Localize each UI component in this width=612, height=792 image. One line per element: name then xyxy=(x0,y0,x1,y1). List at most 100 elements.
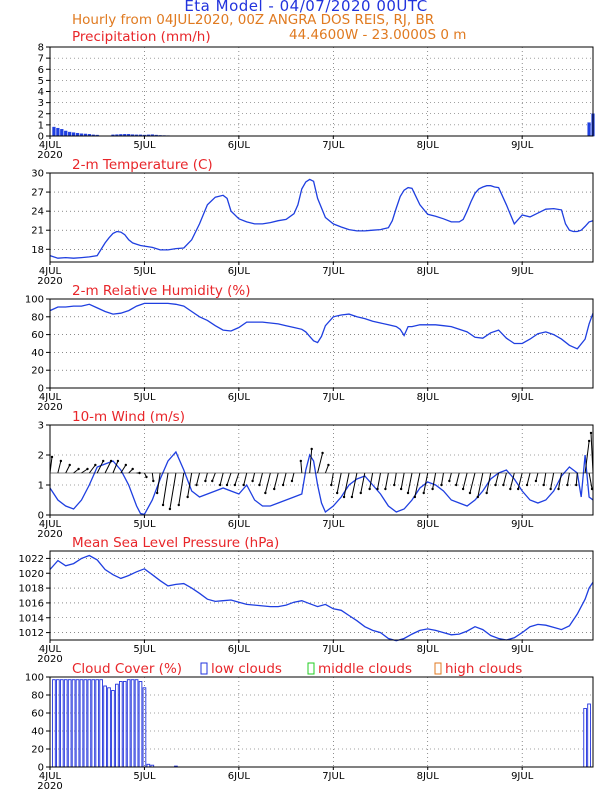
wind-vector-head xyxy=(485,491,488,495)
wind-vector xyxy=(324,464,329,474)
wind-vector xyxy=(448,472,452,482)
wind-vector xyxy=(543,472,547,486)
y-tick-label: 30 xyxy=(31,169,44,180)
wind-vector xyxy=(469,472,476,494)
cloud-bar-low-clouds xyxy=(126,679,131,768)
panel-frame xyxy=(49,172,594,263)
panel-title: 2-m Temperature (C) xyxy=(72,157,213,173)
wind-vector xyxy=(517,472,523,490)
y-tick-label: 0 xyxy=(38,384,44,395)
wind-vector-head xyxy=(566,483,569,487)
y-tick-label: 1 xyxy=(38,481,44,492)
wind-vector-head xyxy=(152,479,155,483)
wind-vector-head xyxy=(587,439,591,443)
wind-vector xyxy=(393,472,397,486)
x-tick-label: 6JUL xyxy=(228,392,251,403)
wind-vector-head xyxy=(50,455,54,459)
wind-vector-head xyxy=(509,487,512,491)
x-tick-label: 4JUL xyxy=(39,392,62,403)
wind-vector-head xyxy=(534,479,538,483)
wind-vector-head xyxy=(155,491,159,495)
wind-vector xyxy=(156,472,161,494)
wind-vector-head xyxy=(109,459,113,463)
y-tick-label: 8 xyxy=(38,43,44,54)
y-tick-label: 60 xyxy=(31,709,44,720)
wind-vector xyxy=(566,472,570,486)
cloud-bar-low-clouds xyxy=(52,679,56,768)
y-tick-label: 40 xyxy=(31,348,44,359)
wind-vector-head xyxy=(186,495,189,499)
precip-bar xyxy=(56,127,60,137)
y-tick-label: 3 xyxy=(38,98,44,109)
x-tick-label: 9JUL xyxy=(511,771,534,782)
wind-vector xyxy=(120,464,127,474)
cloud-bar-low-clouds xyxy=(79,679,84,768)
y-tick-label: 18 xyxy=(31,245,44,256)
wind-vector-head xyxy=(557,487,560,491)
y-tick-label: 3 xyxy=(38,421,44,432)
wind-vector xyxy=(360,472,366,494)
cloud-bar-low-clouds xyxy=(87,679,92,768)
x-tick-label: 7JUL xyxy=(322,140,345,151)
cloud-bar-low-clouds xyxy=(134,679,139,768)
wind-vector xyxy=(234,472,240,486)
wind-vector-head xyxy=(86,467,89,471)
y-tick-label: 100 xyxy=(25,673,44,684)
y-tick-label: 21 xyxy=(31,226,44,237)
y-tick-label: 0 xyxy=(38,132,44,143)
wind-vector xyxy=(414,472,421,498)
legend-label-middle-clouds: middle clouds xyxy=(318,661,412,677)
wind-vector-head xyxy=(218,483,222,487)
legend-label-low-clouds: low clouds xyxy=(211,661,282,677)
wind-vector-head xyxy=(399,487,403,491)
wind-vector xyxy=(112,460,119,474)
y-tick-label: 80 xyxy=(31,312,44,323)
cloud-bar-low-clouds xyxy=(118,681,123,768)
wind-vector xyxy=(243,472,248,486)
wind-vector xyxy=(400,472,405,490)
panel-frame xyxy=(49,550,594,641)
cloud-bar-low-clouds xyxy=(122,681,127,768)
wind-vector xyxy=(226,472,232,486)
wind-vector-head xyxy=(264,491,267,495)
x-tick-label: 8JUL xyxy=(417,392,440,403)
y-tick-label: 24 xyxy=(31,207,44,218)
legend-swatch-middle-clouds xyxy=(307,662,315,675)
wind-vector xyxy=(309,448,313,474)
wind-vector xyxy=(588,472,593,490)
wind-vector-head xyxy=(204,479,207,483)
cloud-bar-low-clouds xyxy=(67,679,72,768)
wind-vector-head xyxy=(242,483,245,487)
wind-vector-head xyxy=(258,483,261,487)
wind-vector xyxy=(477,472,484,498)
y-tick-label: 1014 xyxy=(19,613,44,624)
cloud-bar-low-clouds xyxy=(107,687,111,768)
wind-vector xyxy=(336,472,342,494)
wind-vector-head xyxy=(376,487,379,491)
wind-vector xyxy=(495,472,500,486)
cloud-bar-low-clouds xyxy=(115,683,119,768)
wind-vector-head xyxy=(310,447,313,451)
wind-vector xyxy=(343,472,350,498)
cloud-bar-low-clouds xyxy=(138,681,143,768)
wind-vector xyxy=(196,472,201,486)
x-tick-label: 9JUL xyxy=(511,266,534,277)
chart-main-title: Eta Model - 04/07/2020 00UTC xyxy=(184,0,428,15)
x-tick-sublabel: 2020 xyxy=(37,150,62,161)
cloud-bar-low-clouds xyxy=(587,703,591,768)
wind-vector-head xyxy=(131,467,134,471)
wind-vector xyxy=(575,472,578,486)
wind-vector-head xyxy=(406,491,410,495)
wind-vector-head xyxy=(94,463,97,467)
wind-vector xyxy=(300,460,303,474)
wind-vector xyxy=(455,472,460,486)
wind-vector xyxy=(96,460,104,474)
wind-vector xyxy=(169,472,177,510)
wind-vector-head xyxy=(502,483,505,487)
y-tick-label: 4 xyxy=(38,87,44,98)
y-tick-label: 0 xyxy=(38,763,44,774)
wind-vector-head xyxy=(476,495,480,499)
wind-vector xyxy=(57,460,62,474)
wind-vector-head xyxy=(290,479,294,483)
x-tick-label: 4JUL xyxy=(39,644,62,655)
